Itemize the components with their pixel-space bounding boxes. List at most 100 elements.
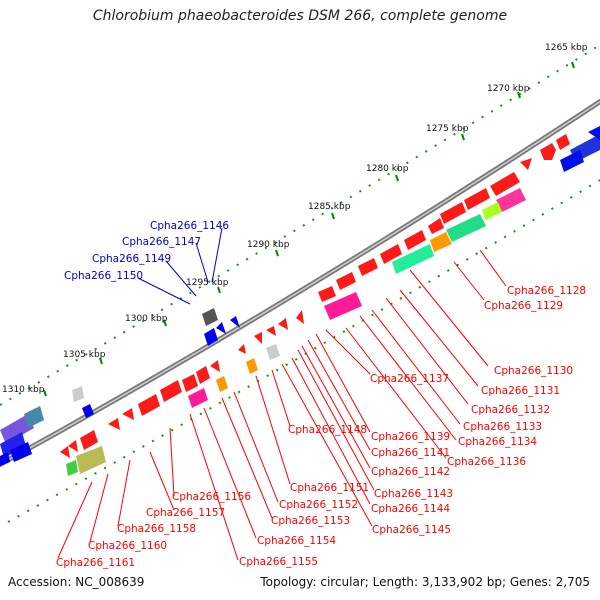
gene-arrow [160, 380, 182, 402]
tick-label: 1265 kbp [545, 43, 588, 53]
gene-block [246, 358, 258, 374]
gene-block [76, 446, 106, 474]
gene-label-red: Cpha266_1160 [88, 540, 167, 552]
gene-arrow [556, 134, 570, 150]
gene-block [202, 308, 218, 326]
gene-arrow [278, 318, 288, 330]
gene-arrow [588, 126, 600, 140]
gene-block [72, 386, 84, 402]
gene-arrow [210, 360, 220, 372]
gene-label-red: Cpha266_1161 [56, 557, 135, 569]
gene-arrow [60, 446, 70, 458]
gene-block [446, 214, 486, 242]
gene-label-red: Cpha266_1156 [172, 491, 251, 503]
tick-label: 1285 kbp [308, 202, 351, 212]
gene-arrow [108, 418, 120, 430]
red-leaders [57, 249, 507, 561]
tick-label: 1275 kbp [426, 124, 469, 134]
gene-label-red: Cpha266_1133 [463, 421, 542, 433]
accession-text: Accession: NC_008639 [8, 575, 145, 589]
tick-label: 1270 kbp [487, 84, 530, 94]
tick-label: 1290 kbp [247, 240, 290, 250]
gene-block [430, 232, 452, 252]
gene-label-red: Cpha266_1130 [494, 365, 573, 377]
gene-label-blue: Cpha266_1150 [64, 270, 143, 282]
gene-arrow [540, 143, 556, 160]
gene-arrow [80, 430, 98, 450]
gene-arrow [336, 272, 356, 290]
gene-block [266, 344, 280, 360]
forward-genes [60, 134, 570, 458]
major-ticks [43, 61, 575, 397]
gene-arrow [68, 440, 78, 452]
gene-arrow [440, 202, 466, 224]
gene-label-red: Cpha266_1139 [371, 431, 450, 443]
gene-arrow [216, 322, 226, 334]
gene-label-red: Cpha266_1148 [288, 424, 367, 436]
gene-arrow [490, 172, 520, 196]
gene-label-blue: Cpha266_1146 [150, 220, 229, 232]
gene-label-red: Cpha266_1143 [374, 488, 453, 500]
gene-block [216, 376, 228, 392]
gene-arrow [0, 432, 26, 458]
gene-label-red: Cpha266_1154 [257, 535, 336, 547]
gene-arrow [138, 394, 160, 416]
gene-arrow [238, 344, 246, 354]
gene-label-red: Cpha266_1151 [290, 482, 369, 494]
gene-label-red: Cpha266_1145 [372, 524, 451, 536]
gene-label-red: Cpha266_1134 [458, 436, 537, 448]
gene-block [482, 202, 502, 220]
map-title: Chlorobium phaeobacteroides DSM 266, com… [92, 8, 508, 24]
gene-arrow [404, 230, 426, 250]
gene-block [188, 388, 208, 408]
tick-label: 1295 kbp [186, 278, 229, 288]
gene-arrow [266, 326, 276, 336]
gene-arrow [82, 404, 94, 418]
gene-arrow [10, 442, 32, 462]
genome-summary: Topology: circular; Length: 3,133,902 bp… [260, 575, 590, 589]
gene-arrow [230, 316, 240, 328]
gene-arrow [0, 414, 34, 444]
gene-block [324, 292, 362, 320]
gene-label-red: Cpha266_1141 [371, 447, 450, 459]
gene-label-blue: Cpha266_1147 [122, 236, 201, 248]
reverse-genes [0, 126, 600, 466]
gene-arrow [24, 406, 44, 428]
gene-label-red: Cpha266_1155 [239, 556, 318, 568]
gene-block [392, 244, 434, 274]
tick-label: 1310 kbp [2, 385, 45, 395]
gene-label-red: Cpha266_1128 [507, 285, 586, 297]
gene-arrow [464, 188, 490, 210]
gene-label-red: Cpha266_1132 [471, 404, 550, 416]
gene-arrow [122, 408, 134, 420]
gene-label-red: Cpha266_1158 [117, 523, 196, 535]
blue-leaders [137, 227, 223, 305]
gene-arrow [358, 258, 378, 276]
gene-arrow [318, 286, 336, 302]
gene-arrow [520, 158, 532, 170]
gene-arrow [196, 366, 210, 384]
tick-label: 1305 kbp [63, 350, 106, 360]
tick-label: 1280 kbp [366, 164, 409, 174]
gene-label-red: Cpha266_1136 [447, 456, 526, 468]
gene-arrow [254, 332, 262, 344]
gene-label-red: Cpha266_1157 [146, 507, 225, 519]
gene-block [496, 188, 526, 212]
gene-arrow [560, 150, 584, 172]
gene-block [66, 460, 78, 476]
gene-arrow [296, 310, 304, 324]
gene-label-red: Cpha266_1152 [279, 499, 358, 511]
gene-label-red: Cpha266_1144 [371, 503, 450, 515]
gene-label-red: Cpha266_1137 [370, 373, 449, 385]
other-genes [66, 188, 526, 476]
gene-label-red: Cpha266_1142 [371, 466, 450, 478]
genome-backbone-inner [0, 100, 600, 466]
gene-arrow [0, 452, 10, 466]
gene-label-red: Cpha266_1131 [481, 385, 560, 397]
gene-arrow [204, 328, 218, 346]
gene-label-blue: Cpha266_1149 [92, 253, 171, 265]
tick-label: 1300 kbp [125, 314, 168, 324]
gene-label-red: Cpha266_1153 [271, 515, 350, 527]
